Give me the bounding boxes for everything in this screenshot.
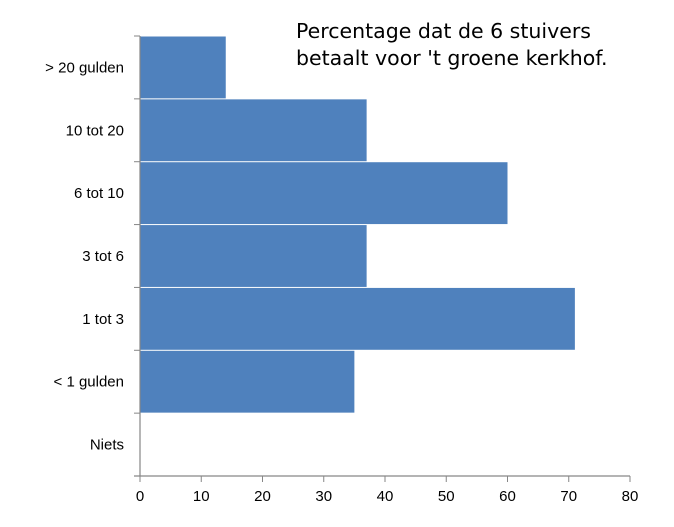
bar bbox=[140, 36, 226, 99]
category-label: > 20 gulden bbox=[45, 59, 124, 76]
x-axis: 0 10 20 30 40 50 60 70 80 bbox=[134, 475, 639, 505]
y-axis: > 20 gulden 10 tot 20 6 tot 10 3 tot 6 1 tot… bbox=[45, 35, 141, 477]
x-tick-label: 60 bbox=[499, 488, 516, 505]
category-label: 10 tot 20 bbox=[66, 122, 124, 139]
x-tick-label: 80 bbox=[622, 488, 639, 505]
x-tick-label: 10 bbox=[193, 488, 210, 505]
chart-title-line-2: betaalt voor 't groene kerkhof. bbox=[296, 46, 608, 70]
category-label: < 1 gulden bbox=[54, 374, 124, 391]
category-label: 6 tot 10 bbox=[74, 185, 124, 202]
chart-title: Percentage dat de 6 stuivers betaalt voo… bbox=[296, 18, 607, 72]
category-label: 1 tot 3 bbox=[82, 311, 124, 328]
x-tick-label: 20 bbox=[254, 488, 271, 505]
x-tick-label: 70 bbox=[560, 488, 577, 505]
bar bbox=[140, 287, 575, 350]
x-tick-label: 50 bbox=[438, 488, 455, 505]
category-label: Niets bbox=[90, 437, 124, 454]
bar bbox=[140, 99, 367, 162]
x-tick-label: 0 bbox=[136, 488, 144, 505]
bar bbox=[140, 225, 367, 287]
x-tick-label: 40 bbox=[377, 488, 394, 505]
bar bbox=[140, 162, 508, 225]
bars bbox=[140, 36, 575, 413]
chart-title-line-1: Percentage dat de 6 stuivers bbox=[296, 19, 591, 43]
category-label: 3 tot 6 bbox=[82, 248, 124, 265]
x-tick-label: 30 bbox=[315, 488, 332, 505]
bar bbox=[140, 350, 355, 413]
